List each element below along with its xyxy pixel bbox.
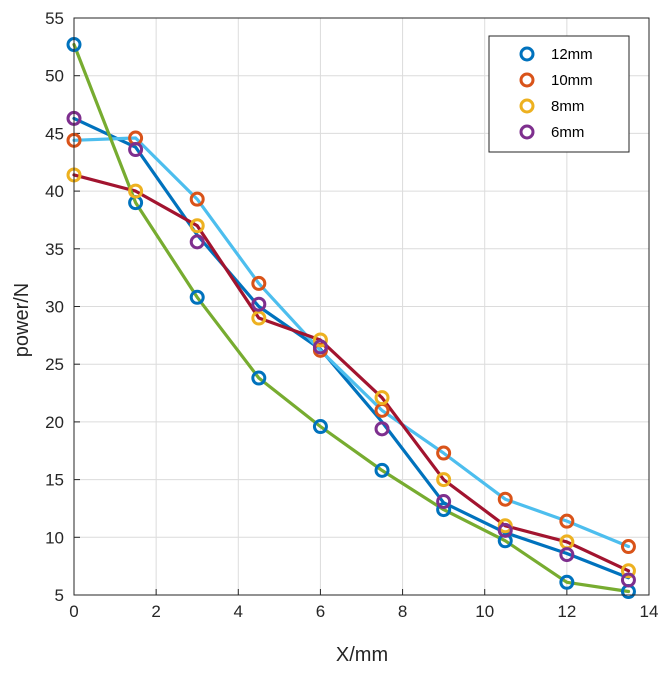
data-point-10mm [251, 275, 267, 291]
legend-marker-10mm [519, 72, 535, 88]
legend-marker-6mm [519, 124, 535, 140]
series-line-6mm [72, 42, 631, 594]
y-tick-label: 15 [45, 471, 64, 490]
data-point-12mm [436, 502, 452, 518]
y-tick-label: 35 [45, 240, 64, 259]
x-tick-label: 4 [234, 602, 243, 621]
x-tick-labels: 0 2 4 6 8 10 12 14 [69, 602, 658, 621]
data-point-6mm [436, 494, 452, 510]
data-point-6mm [559, 547, 575, 563]
data-point-10mm [436, 445, 452, 461]
y-tick-label: 45 [45, 124, 64, 143]
data-point-12mm [312, 419, 328, 435]
x-tick-label: 10 [475, 602, 494, 621]
y-tick-label: 55 [45, 9, 64, 28]
x-tick-label: 6 [316, 602, 325, 621]
y-tick-label: 20 [45, 413, 64, 432]
plot-frame [73, 17, 650, 596]
y-tick-label: 30 [45, 298, 64, 317]
data-point-6mm [128, 142, 144, 158]
data-point-10mm [497, 491, 513, 507]
data-point-8mm [312, 332, 328, 348]
data-point-6mm [374, 421, 390, 437]
data-point-10mm [189, 191, 205, 207]
legend-label: 10mm [551, 72, 593, 89]
y-axis-label: power/N [11, 283, 33, 357]
data-point-8mm [189, 218, 205, 234]
legend-label: 12mm [551, 46, 593, 63]
data-point-6mm [251, 296, 267, 312]
x-tick-label: 8 [398, 602, 407, 621]
series-lines [72, 42, 631, 594]
legend-label: 8mm [551, 98, 584, 115]
data-point-12mm [374, 462, 390, 478]
x-tick-label: 0 [69, 602, 78, 621]
x-tick-label: 12 [557, 602, 576, 621]
data-point-10mm [559, 513, 575, 529]
data-point-8mm [128, 183, 144, 199]
data-point-6mm [189, 234, 205, 250]
data-point-12mm [559, 574, 575, 590]
data-point-8mm [620, 563, 636, 579]
data-point-12mm [497, 533, 513, 549]
data-point-10mm [620, 539, 636, 555]
data-point-12mm [189, 289, 205, 305]
y-tick-label: 10 [45, 528, 64, 547]
data-point-8mm [251, 310, 267, 326]
x-axis-label: X/mm [336, 644, 388, 666]
y-tick-label: 40 [45, 182, 64, 201]
y-tick-labels: 5 10 15 20 25 30 35 40 45 50 55 [45, 9, 64, 605]
series-markers [66, 37, 636, 600]
legend-box [488, 35, 630, 153]
data-point-8mm [497, 518, 513, 534]
y-tick-label: 50 [45, 67, 64, 86]
legend-marker-8mm [519, 98, 535, 114]
data-point-6mm [497, 522, 513, 538]
legend-label: 6mm [551, 124, 584, 141]
y-tick-label: 25 [45, 355, 64, 374]
x-tick-label: 14 [640, 602, 659, 621]
data-point-12mm [251, 370, 267, 386]
data-point-6mm [312, 339, 328, 355]
series-line-8mm [72, 173, 631, 573]
data-point-8mm [374, 390, 390, 406]
legend: 12mm 10mm 8mm 6mm [488, 35, 630, 153]
x-tick-label: 2 [151, 602, 160, 621]
series-line-10mm [72, 136, 631, 549]
legend-marker-12mm [519, 46, 535, 62]
data-point-8mm [436, 472, 452, 488]
series-line-12mm [72, 116, 631, 580]
y-tick-label: 5 [55, 586, 64, 605]
data-point-6mm [620, 572, 636, 588]
